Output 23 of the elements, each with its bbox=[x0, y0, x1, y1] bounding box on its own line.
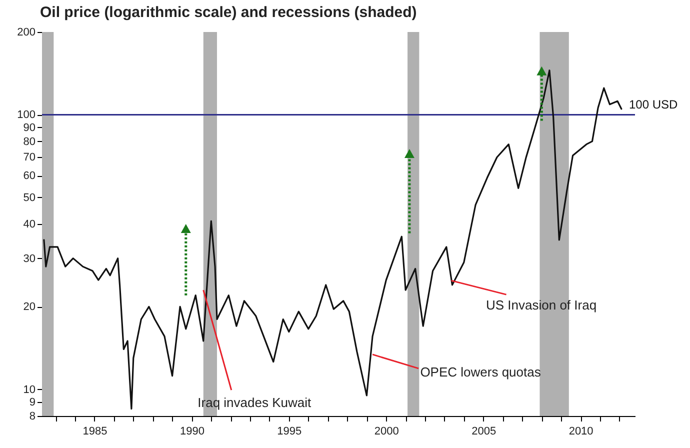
y-tick-label: 50 bbox=[23, 192, 36, 204]
y-tick-label: 200 bbox=[17, 26, 36, 38]
annotation: OPEC lowers quotas bbox=[420, 364, 542, 380]
y-tick-label: 20 bbox=[23, 301, 36, 314]
y-tick-label: 100 bbox=[17, 109, 36, 122]
x-tick-label: 1995 bbox=[277, 426, 302, 438]
x-tick-label: 1990 bbox=[180, 426, 204, 438]
x-tick-label: 2000 bbox=[374, 426, 399, 438]
chart-title: Oil price (logarithmic scale) and recessions (shaded) bbox=[40, 4, 418, 23]
y-tick-label: 80 bbox=[23, 136, 36, 148]
y-tick-label: 8 bbox=[29, 410, 36, 422]
y-tick-label: 9 bbox=[29, 396, 36, 408]
ref-line-label: 100 USD bbox=[629, 98, 678, 112]
y-tick-label: 60 bbox=[23, 170, 36, 182]
x-tick-label: 1985 bbox=[82, 426, 108, 438]
y-tick-label: 40 bbox=[23, 218, 36, 230]
y-tick-label: 10 bbox=[23, 384, 36, 396]
y-tick-label: 70 bbox=[23, 152, 36, 164]
y-tick-label: 30 bbox=[23, 252, 36, 265]
x-tick-label: 2005 bbox=[472, 426, 496, 438]
x-tick-label: 2010 bbox=[568, 426, 594, 438]
y-tick-label: 90 bbox=[23, 122, 36, 134]
line-series bbox=[43, 70, 622, 410]
